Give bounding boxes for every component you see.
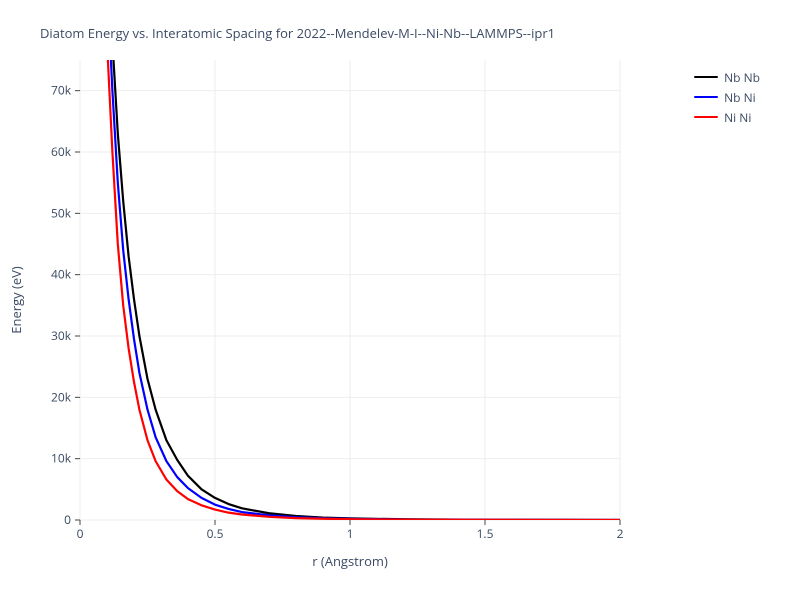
svg-text:20k: 20k [51,388,72,405]
svg-text:50k: 50k [51,204,72,221]
legend: Nb Nb Nb Ni Ni Ni [694,68,760,128]
svg-text:0: 0 [64,511,71,528]
plot-surface: 0 0.5 1 1.5 2 0 10k 20k 30k 40k 50k 60k 70k [0,0,800,600]
legend-swatch [694,116,718,119]
svg-text:10k: 10k [51,450,72,467]
legend-item: Nb Nb [694,68,760,86]
chart-container: Diatom Energy vs. Interatomic Spacing fo… [0,0,800,600]
svg-text:0.5: 0.5 [207,525,224,542]
legend-label: Nb Nb [724,69,760,86]
legend-swatch [694,96,718,99]
svg-text:2: 2 [617,525,624,542]
svg-text:60k: 60k [51,143,72,160]
legend-label: Ni Ni [724,109,751,126]
svg-text:1.5: 1.5 [477,525,494,542]
svg-text:70k: 70k [51,82,72,99]
svg-text:1: 1 [347,525,354,542]
legend-item: Ni Ni [694,108,760,126]
svg-text:40k: 40k [51,266,72,283]
legend-swatch [694,76,718,79]
svg-text:30k: 30k [51,327,72,344]
legend-label: Nb Ni [724,89,756,106]
svg-text:0: 0 [77,525,84,542]
legend-item: Nb Ni [694,88,760,106]
